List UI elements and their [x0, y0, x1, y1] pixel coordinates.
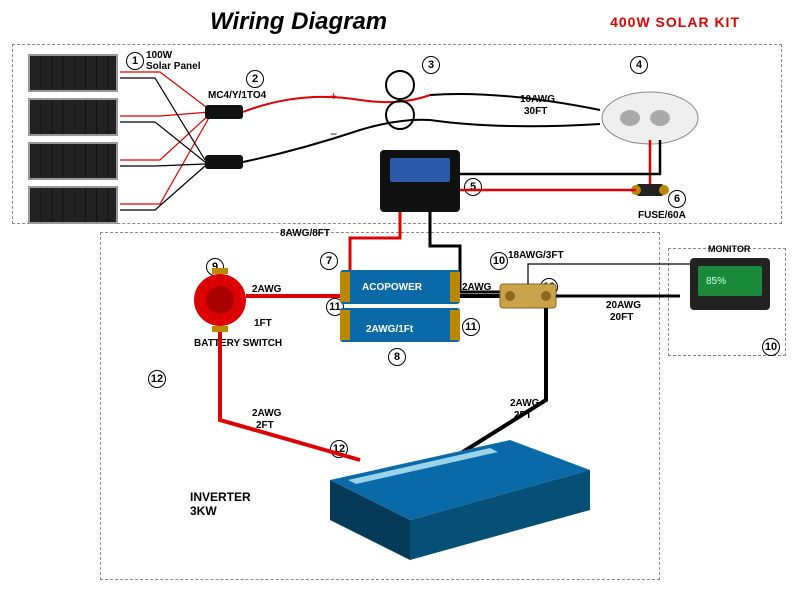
lbl-2ft-neg: 2FT [514, 410, 532, 421]
lbl-2awg-pos: 2AWG [252, 408, 281, 419]
lbl-2ft-pos: 2FT [256, 420, 274, 431]
lbl-18awg: 18AWG/3FT [508, 250, 564, 261]
lbl-inverter: INVERTER 3KW [190, 490, 251, 518]
lbl-2awg-neg: 2AWG [510, 398, 539, 409]
svg-text:85%: 85% [706, 276, 726, 287]
lbl-2awg-sw: 2AWG [252, 284, 281, 295]
wiring-svg: + − ACOPOWER 85% MONITOR [0, 0, 800, 600]
lbl-2awg-bat: 2AWG [462, 282, 491, 293]
lbl-20ft: 20FT [610, 312, 633, 323]
lbl-8awg: 8AWG/8FT [280, 228, 330, 239]
lbl-30ft: 30FT [524, 106, 547, 117]
lbl-20awg: 20AWG [606, 300, 641, 311]
svg-text:−: − [330, 127, 337, 141]
lbl-1ft-sw: 1FT [254, 318, 272, 329]
lbl-10awg: 10AWG [520, 94, 555, 105]
svg-text:+: + [330, 89, 337, 103]
lbl-batt8: 2AWG/1Ft [366, 324, 413, 335]
svg-text:MONITOR: MONITOR [708, 244, 751, 254]
battery-brand: ACOPOWER [362, 282, 423, 293]
